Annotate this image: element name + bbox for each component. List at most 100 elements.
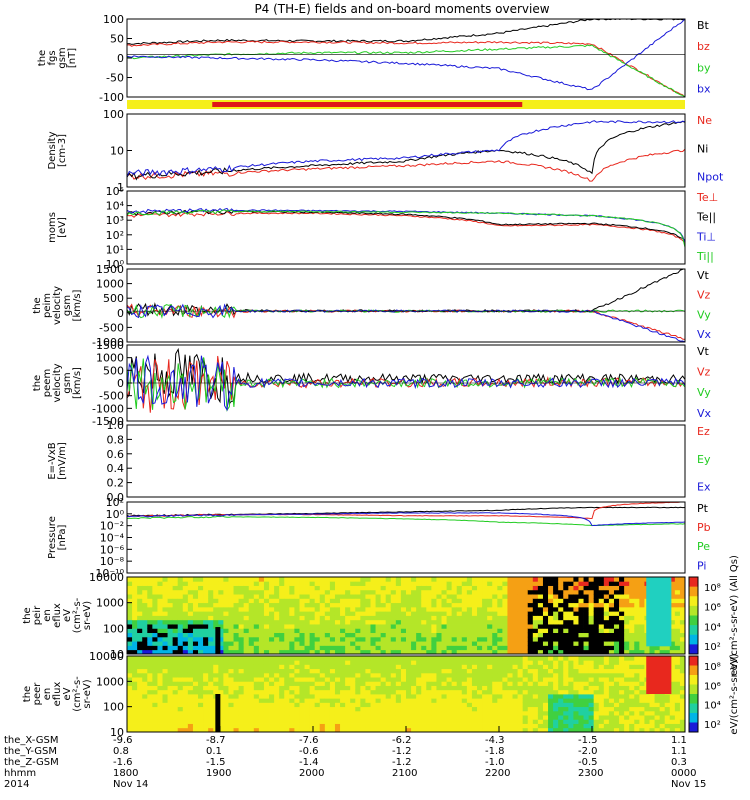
heatmap-cell xyxy=(466,706,473,712)
heatmap-cell xyxy=(431,681,437,686)
heatmap-cell xyxy=(487,668,493,674)
heatmap-cell xyxy=(669,649,676,654)
heatmap-cell xyxy=(324,706,331,712)
heatmap-cell xyxy=(218,585,224,591)
heatmap-cell xyxy=(380,636,387,642)
heatmap-cell xyxy=(284,594,290,599)
heatmap-cell xyxy=(598,611,605,616)
heatmap-cell xyxy=(228,641,234,646)
heatmap-cell xyxy=(512,619,518,625)
heatmap-cell xyxy=(411,611,417,616)
heatmap-cell xyxy=(319,689,326,695)
heatmap-cell xyxy=(223,702,229,708)
heatmap-cell xyxy=(654,710,661,716)
heatmap-cell xyxy=(507,649,513,654)
heatmap-cell xyxy=(542,602,549,608)
heatmap-cell xyxy=(537,681,544,686)
heatmap-cell xyxy=(537,611,544,616)
heatmap-cell xyxy=(385,710,392,716)
heatmap-cell xyxy=(583,606,590,612)
heatmap-cell xyxy=(446,727,453,732)
heatmap-cell xyxy=(553,611,559,616)
heatmap-cell xyxy=(492,681,498,686)
colorbar-segment xyxy=(689,586,698,597)
heatmap-cell xyxy=(527,581,534,586)
heatmap-cell xyxy=(218,619,224,625)
legend-entry: Ti⊥ xyxy=(696,230,716,243)
heatmap-cell xyxy=(243,649,250,654)
heatmap-cell xyxy=(187,636,194,642)
heatmap-cell xyxy=(274,664,280,670)
heatmap-cell xyxy=(502,619,508,625)
heatmap-cell xyxy=(553,656,559,661)
heatmap-cell xyxy=(507,589,513,595)
heatmap-cell xyxy=(522,615,529,621)
heatmap-cell xyxy=(324,660,331,665)
y-tick-label: -500 xyxy=(99,390,124,403)
heatmap-cell xyxy=(553,632,559,638)
heatmap-cell xyxy=(370,594,376,599)
heatmap-cell xyxy=(522,685,529,691)
heatmap-cell xyxy=(659,706,666,712)
heatmap-cell xyxy=(512,668,518,674)
heatmap-cell xyxy=(624,706,630,712)
heatmap-cell xyxy=(365,681,371,686)
heatmap-cell xyxy=(583,636,590,642)
heatmap-cell xyxy=(674,581,681,586)
heatmap-cell xyxy=(431,660,437,665)
heatmap-cell xyxy=(522,668,529,674)
heatmap-cell xyxy=(187,715,194,720)
heatmap-cell xyxy=(400,645,407,651)
heatmap-cell xyxy=(573,689,579,695)
heatmap-cell xyxy=(289,681,295,686)
heatmap-cell xyxy=(441,602,447,608)
heatmap-cell xyxy=(203,719,209,724)
colorbar-tick-label: 10⁶ xyxy=(704,681,721,692)
heatmap-cell xyxy=(451,624,458,629)
heatmap-cell xyxy=(553,606,559,612)
heatmap-cell xyxy=(172,589,179,595)
heatmap-cell xyxy=(380,723,387,729)
heatmap-cell xyxy=(522,632,529,638)
heatmap-cell xyxy=(461,719,468,724)
heatmap-cell xyxy=(192,632,199,638)
heatmap-cell xyxy=(177,664,184,670)
heatmap-cell xyxy=(167,685,174,691)
heatmap-cell xyxy=(172,702,179,708)
heatmap-cell xyxy=(324,727,331,732)
heatmap-cell xyxy=(522,619,529,625)
heatmap-cell xyxy=(304,715,311,720)
heatmap-cell xyxy=(132,677,138,682)
heatmap-cell xyxy=(471,615,478,621)
heatmap-cell xyxy=(142,619,148,625)
heatmap-cell xyxy=(568,677,574,682)
heatmap-cell xyxy=(654,694,661,699)
heatmap-cell xyxy=(299,649,305,654)
heatmap-cell xyxy=(588,628,595,634)
heatmap-cell xyxy=(238,677,245,682)
heatmap-cell xyxy=(258,632,265,638)
heatmap-cell xyxy=(334,656,341,661)
heatmap-cell xyxy=(375,611,382,616)
legend-entry: bz xyxy=(697,40,710,53)
heatmap-cell xyxy=(411,645,417,651)
heatmap-cell xyxy=(431,602,437,608)
heatmap-cell xyxy=(147,585,153,591)
heatmap-cell xyxy=(137,685,143,691)
heatmap-cell xyxy=(446,581,453,586)
heatmap-cell xyxy=(451,615,458,621)
y-tick-label: 500 xyxy=(103,364,124,377)
heatmap-cell xyxy=(385,660,392,665)
heatmap-cell xyxy=(233,656,239,661)
heatmap-cell xyxy=(527,585,534,591)
heatmap-cell xyxy=(598,628,605,634)
heatmap-cell xyxy=(172,645,179,651)
heatmap-cell xyxy=(192,723,199,729)
heatmap-cell xyxy=(142,668,148,674)
heatmap-cell xyxy=(542,694,549,699)
heatmap-cell xyxy=(583,577,590,582)
heatmap-cell xyxy=(416,632,422,638)
heatmap-cell xyxy=(203,632,209,638)
heatmap-cell xyxy=(152,645,158,651)
heatmap-cell xyxy=(395,641,402,646)
